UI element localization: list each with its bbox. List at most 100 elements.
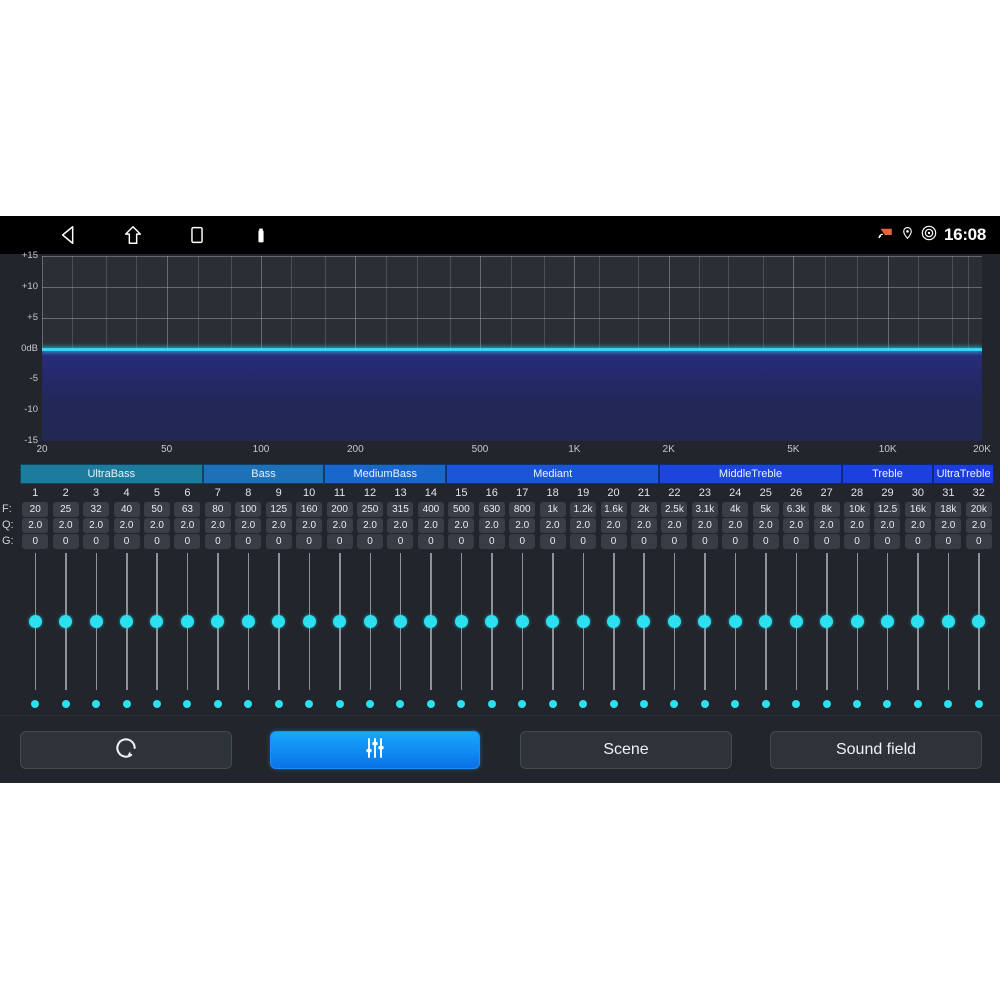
band-gain-cell[interactable]: 0 (174, 534, 201, 549)
band-gain-cell[interactable]: 0 (965, 534, 992, 549)
slider-thumb[interactable] (667, 615, 681, 628)
band-q-cell[interactable]: 2.0 (904, 518, 931, 533)
band-gain-cell[interactable]: 0 (935, 534, 962, 549)
slider-thumb[interactable] (424, 615, 438, 628)
band-q-cell[interactable]: 2.0 (661, 518, 688, 533)
band-q-cell[interactable]: 2.0 (204, 518, 231, 533)
band-q-cell[interactable]: 2.0 (600, 518, 627, 533)
slider-thumb[interactable] (820, 615, 834, 628)
band-gain-cell[interactable]: 0 (357, 534, 384, 549)
band-gain-cell[interactable]: 0 (844, 534, 871, 549)
slider-base-dot[interactable] (31, 700, 40, 708)
band-q-cell[interactable]: 2.0 (874, 518, 901, 533)
band-gain-cell[interactable]: 0 (630, 534, 657, 549)
slider-base-dot[interactable] (152, 700, 161, 708)
slider-thumb[interactable] (789, 615, 803, 628)
band-frequency-cell[interactable]: 50 (143, 502, 170, 517)
gain-slider[interactable] (904, 550, 931, 715)
slider-base-dot[interactable] (548, 700, 557, 708)
slider-thumb[interactable] (59, 615, 73, 628)
slider-thumb[interactable] (576, 615, 590, 628)
band-gain-cell[interactable]: 0 (204, 534, 231, 549)
tab-mediumbass[interactable]: MediumBass (324, 464, 447, 484)
band-frequency-cell[interactable]: 315 (387, 502, 414, 517)
band-q-cell[interactable]: 2.0 (296, 518, 323, 533)
gain-slider[interactable] (235, 550, 262, 715)
band-frequency-cell[interactable]: 630 (478, 502, 505, 517)
gain-slider[interactable] (509, 550, 536, 715)
gain-slider[interactable] (965, 550, 992, 715)
gain-slider[interactable] (844, 550, 871, 715)
tab-middletreble[interactable]: MiddleTreble (659, 464, 842, 484)
band-frequency-cell[interactable]: 1.2k (570, 502, 597, 517)
slider-thumb[interactable] (607, 615, 621, 628)
band-gain-cell[interactable]: 0 (539, 534, 566, 549)
band-q-cell[interactable]: 2.0 (387, 518, 414, 533)
slider-thumb[interactable] (850, 615, 864, 628)
band-frequency-cell[interactable]: 100 (235, 502, 262, 517)
slider-base-dot[interactable] (213, 700, 222, 708)
band-frequency-cell[interactable]: 32 (83, 502, 110, 517)
home-icon[interactable] (122, 224, 144, 246)
reset-button[interactable] (20, 731, 232, 769)
gain-slider[interactable] (448, 550, 475, 715)
band-frequency-cell[interactable]: 500 (448, 502, 475, 517)
gain-slider[interactable] (83, 550, 110, 715)
band-gain-cell[interactable]: 0 (143, 534, 170, 549)
gain-slider[interactable] (357, 550, 384, 715)
band-frequency-cell[interactable]: 125 (265, 502, 292, 517)
slider-base-dot[interactable] (366, 700, 375, 708)
slider-thumb[interactable] (333, 615, 347, 628)
slider-thumb[interactable] (241, 615, 255, 628)
slider-thumb[interactable] (302, 615, 316, 628)
band-gain-cell[interactable]: 0 (83, 534, 110, 549)
band-gain-cell[interactable]: 0 (113, 534, 140, 549)
gain-slider[interactable] (174, 550, 201, 715)
slider-base-dot[interactable] (183, 700, 192, 708)
recents-icon[interactable] (186, 224, 208, 246)
band-frequency-cell[interactable]: 400 (417, 502, 444, 517)
band-q-cell[interactable]: 2.0 (570, 518, 597, 533)
slider-base-dot[interactable] (244, 700, 253, 708)
slider-thumb[interactable] (759, 615, 773, 628)
slider-thumb[interactable] (637, 615, 651, 628)
band-gain-cell[interactable]: 0 (22, 534, 49, 549)
gain-slider[interactable] (143, 550, 170, 715)
slider-base-dot[interactable] (92, 700, 101, 708)
gain-slider[interactable] (113, 550, 140, 715)
band-q-cell[interactable]: 2.0 (113, 518, 140, 533)
band-q-cell[interactable]: 2.0 (539, 518, 566, 533)
band-q-cell[interactable]: 2.0 (752, 518, 779, 533)
band-q-cell[interactable]: 2.0 (174, 518, 201, 533)
band-frequency-cell[interactable]: 6.3k (783, 502, 810, 517)
slider-thumb[interactable] (454, 615, 468, 628)
slider-base-dot[interactable] (822, 700, 831, 708)
slider-thumb[interactable] (546, 615, 560, 628)
band-gain-cell[interactable]: 0 (874, 534, 901, 549)
tab-mediant[interactable]: Mediant (446, 464, 660, 484)
slider-base-dot[interactable] (944, 700, 953, 708)
band-frequency-cell[interactable]: 160 (296, 502, 323, 517)
band-gain-cell[interactable]: 0 (387, 534, 414, 549)
slider-base-dot[interactable] (426, 700, 435, 708)
band-frequency-cell[interactable]: 12.5 (874, 502, 901, 517)
slider-thumb[interactable] (150, 615, 164, 628)
band-gain-cell[interactable]: 0 (509, 534, 536, 549)
tab-treble[interactable]: Treble (841, 464, 934, 484)
band-frequency-cell[interactable]: 20k (965, 502, 992, 517)
slider-thumb[interactable] (272, 615, 286, 628)
slider-base-dot[interactable] (974, 700, 983, 708)
band-frequency-cell[interactable]: 1k (539, 502, 566, 517)
gain-slider[interactable] (265, 550, 292, 715)
slider-base-dot[interactable] (457, 700, 466, 708)
band-q-cell[interactable]: 2.0 (448, 518, 475, 533)
slider-base-dot[interactable] (913, 700, 922, 708)
band-frequency-cell[interactable]: 63 (174, 502, 201, 517)
slider-base-dot[interactable] (305, 700, 314, 708)
band-q-cell[interactable]: 2.0 (935, 518, 962, 533)
band-gain-cell[interactable]: 0 (752, 534, 779, 549)
slider-base-dot[interactable] (883, 700, 892, 708)
slider-thumb[interactable] (698, 615, 712, 628)
gain-slider[interactable] (204, 550, 231, 715)
band-frequency-cell[interactable]: 200 (326, 502, 353, 517)
